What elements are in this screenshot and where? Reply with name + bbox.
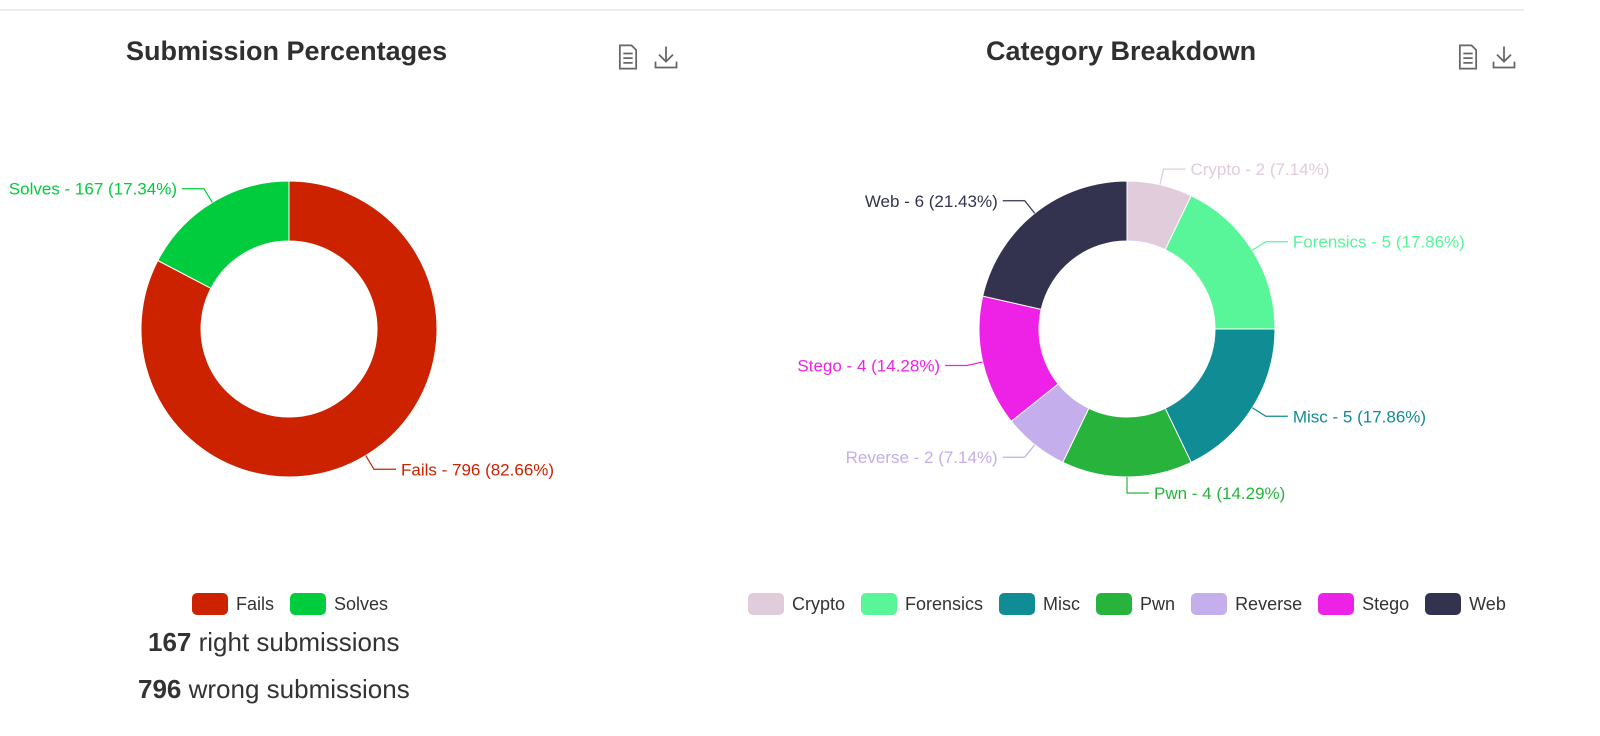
legend-swatch (1096, 593, 1133, 615)
legend-label: Forensics (905, 593, 984, 614)
right-count: 167 (148, 627, 192, 657)
legend-label: Crypto (792, 593, 846, 614)
leader-line-stego (945, 361, 983, 367)
legend-item-fails[interactable]: Fails (192, 593, 274, 615)
legend-swatch (1425, 593, 1462, 615)
slice-forensics[interactable] (1164, 194, 1276, 330)
data-view-icon[interactable] (1454, 43, 1482, 71)
leader-line-web (1002, 200, 1036, 214)
data-view-icon[interactable] (614, 43, 642, 71)
slice-solves[interactable] (157, 180, 290, 289)
data-label-misc: Misc - 5 (17.86%) (1293, 407, 1426, 426)
data-label-reverse: Reverse - 2 (7.14%) (846, 448, 998, 467)
legend-item-stego[interactable]: Stego (1318, 593, 1409, 615)
leader-line-fails (365, 455, 396, 470)
legend-item-misc[interactable]: Misc (999, 593, 1080, 615)
legend-item-crypto[interactable]: Crypto (748, 593, 845, 615)
legend-label: Misc (1043, 593, 1081, 614)
data-label-web: Web - 6 (21.43%) (865, 192, 998, 211)
legend-item-reverse[interactable]: Reverse (1191, 593, 1302, 615)
legend-label: Reverse (1235, 593, 1303, 614)
download-icon[interactable] (652, 43, 680, 71)
download-icon[interactable] (1490, 43, 1518, 71)
data-label-stego: Stego - 4 (14.28%) (797, 356, 940, 375)
legend-label: Solves (334, 593, 389, 614)
data-label-fails: Fails - 796 (82.66%) (401, 460, 554, 479)
slice-fails[interactable] (140, 180, 438, 478)
leader-line-reverse (1002, 444, 1036, 458)
data-label-solves: Solves - 167 (17.34%) (9, 180, 177, 199)
legend-swatch (192, 593, 228, 615)
data-label-forensics: Forensics - 5 (17.86%) (1293, 233, 1465, 252)
right-submissions-summary: 167 right submissions (148, 627, 399, 658)
legend-item-forensics[interactable]: Forensics (861, 593, 983, 615)
panel-title-submissions: Submission Percentages (126, 36, 448, 66)
legend-label: Pwn (1140, 593, 1176, 614)
leader-line-forensics (1251, 241, 1288, 251)
right-label: right submissions (198, 627, 400, 657)
legend-swatch (861, 593, 898, 615)
legend-item-solves[interactable]: Solves (290, 593, 388, 615)
wrong-label: wrong submissions (188, 674, 410, 704)
legend-categories: Crypto Forensics Misc Pwn Reverse Stego Web (748, 591, 1506, 617)
legend-label: Stego (1362, 593, 1410, 614)
slice-web[interactable] (982, 180, 1128, 311)
data-label-crypto: Crypto - 2 (7.14%) (1190, 160, 1329, 179)
legend-label: Web (1469, 593, 1506, 614)
leader-line-pwn (1126, 477, 1149, 494)
panel-title-categories: Category Breakdown (986, 36, 1257, 66)
legend-label: Fails (236, 593, 275, 614)
leader-line-misc (1251, 407, 1288, 417)
legend-submissions: Fails Solves (192, 591, 388, 617)
legend-swatch (748, 593, 784, 615)
leader-line-crypto (1159, 168, 1186, 185)
legend-swatch (290, 593, 327, 615)
legend-swatch (1318, 593, 1355, 615)
legend-item-web[interactable]: Web (1425, 593, 1506, 615)
legend-swatch (999, 593, 1036, 615)
wrong-submissions-summary: 796 wrong submissions (138, 674, 410, 705)
legend-swatch (1191, 593, 1228, 615)
top-divider (0, 9, 1524, 11)
wrong-count: 796 (138, 674, 182, 704)
data-label-pwn: Pwn - 4 (14.29%) (1154, 484, 1285, 503)
legend-item-pwn[interactable]: Pwn (1096, 593, 1175, 615)
leader-line-solves (182, 188, 213, 203)
